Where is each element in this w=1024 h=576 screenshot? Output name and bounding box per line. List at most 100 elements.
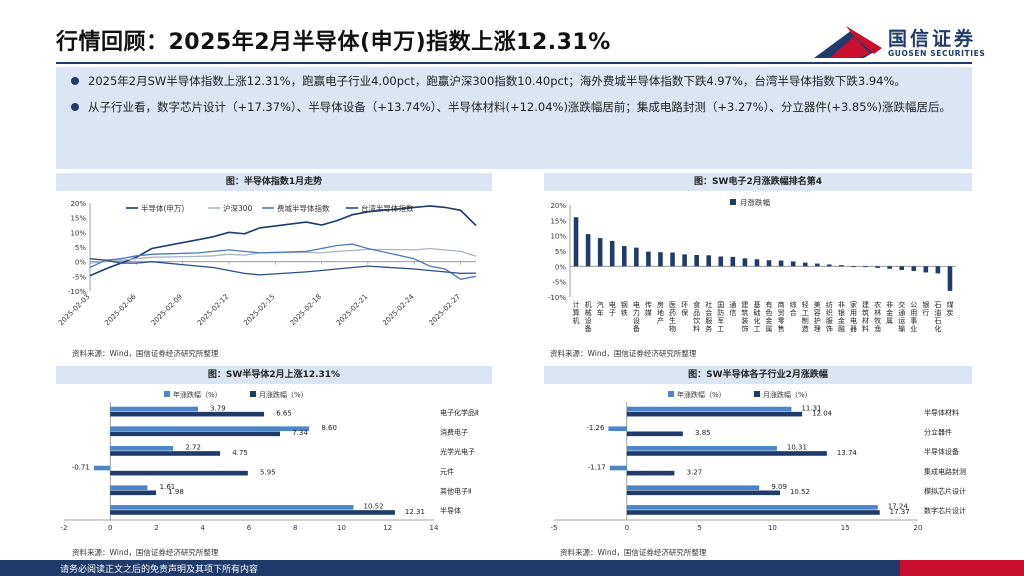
x-category-label: 钢铁 (621, 300, 628, 317)
x-tick-label: 2025-02-18 (289, 293, 323, 327)
x-category-label: 纺织服饰 (826, 300, 833, 333)
legend-label: 月涨跌幅 (740, 197, 770, 207)
data-label: 9.09 (771, 483, 787, 491)
bar (682, 254, 687, 267)
bar (911, 266, 917, 271)
summary-bullet-text: 从子行业看，数字芯片设计（+17.37%）、半导体设备（+13.74%）、半导体… (88, 100, 951, 114)
x-category-label: 建筑材料 (862, 300, 869, 333)
bar (694, 254, 699, 267)
bar (110, 406, 198, 412)
category-label: 模拟芯片设计 (924, 487, 966, 496)
bar (887, 266, 892, 269)
data-label: 5.95 (260, 468, 276, 476)
y-tick-label: 5% (555, 248, 566, 256)
data-label: 12.04 (812, 409, 833, 417)
y-tick-label: -5% (552, 279, 566, 287)
bar (626, 411, 803, 417)
legend-label: 年涨跌幅（%） (677, 390, 726, 399)
panel-title-sub-industry: 图：SW半导体各子行业2月涨跌幅 (544, 366, 972, 384)
category-label: 半导体材料 (924, 408, 959, 417)
x-category-label: 非银金融 (838, 300, 845, 333)
bar (923, 266, 929, 273)
bar (718, 256, 724, 267)
legend-label: 月涨跌幅（%） (259, 390, 308, 399)
bar (626, 406, 792, 412)
x-category-label: 家用电器 (850, 300, 857, 333)
bar (110, 485, 148, 490)
x-tick-label: 2025-02-06 (103, 292, 138, 327)
x-tick-label: 15 (841, 524, 850, 532)
bullet-dot-icon (71, 77, 79, 85)
bar (935, 266, 941, 274)
x-tick-label: 2 (154, 524, 158, 532)
data-label: 17.37 (890, 508, 910, 516)
bar (573, 217, 579, 267)
bar (706, 255, 712, 267)
data-label: 1.98 (168, 488, 184, 496)
y-tick-label: 15% (70, 215, 86, 223)
y-tick-label: 0% (555, 263, 566, 271)
x-tick-label: 2025-02-15 (242, 293, 276, 327)
legend-label: 月涨跌幅（%） (763, 390, 812, 399)
bar (110, 431, 280, 437)
bar (790, 261, 796, 267)
bar (585, 234, 591, 267)
legend-swatch (730, 199, 736, 205)
footer-accent (900, 560, 1024, 576)
bullet-dot-icon (71, 103, 79, 111)
logo-text-cn: 国信证券 (888, 28, 977, 50)
bar (110, 490, 157, 496)
bar (621, 246, 627, 267)
bar (608, 426, 627, 431)
bar (754, 259, 760, 267)
bar (778, 260, 784, 267)
category-label: 元件 (440, 467, 454, 476)
bar (609, 240, 615, 267)
bar (766, 260, 772, 267)
bar (730, 256, 736, 267)
bar (110, 470, 248, 476)
bar (93, 465, 111, 471)
data-label: 2.72 (185, 444, 201, 452)
x-tick-label: -5 (551, 524, 558, 532)
x-tick-label: 8 (293, 524, 297, 532)
data-label: 7.34 (292, 429, 308, 437)
data-label: 17.24 (888, 503, 909, 511)
data-label: 1.61 (160, 483, 176, 491)
x-category-label: 电力设备 (633, 300, 640, 333)
x-category-label: 通信 (729, 300, 736, 317)
bar (110, 411, 265, 417)
x-tick-label: 20 (914, 524, 923, 532)
panel-title-ranking: 图：SW电子2月涨跌幅排名第4 (544, 173, 972, 191)
legend-label: 沪深300 (223, 203, 253, 213)
summary-bullet: 从子行业看，数字芯片设计（+17.37%）、半导体设备（+13.74%）、半导体… (66, 98, 962, 117)
data-label: 3.79 (210, 404, 226, 412)
x-tick-label: 6 (247, 524, 252, 532)
bar (626, 446, 777, 451)
bar (899, 266, 905, 271)
legend-label: 台湾半导体指数 (361, 203, 414, 213)
panel-title-sw-semi: 图：SW半导体2月上涨12.31% (56, 366, 492, 384)
source-note: 资料来源：Wind，国信证券经济研究所整理 (550, 349, 697, 358)
data-label: -1.17 (588, 463, 606, 471)
source-note: 资料来源：Wind，国信证券经济研究所整理 (560, 548, 707, 557)
x-category-label: 电子 (609, 300, 616, 317)
y-tick-label: 10% (550, 233, 566, 241)
y-tick-label: 0% (75, 259, 86, 267)
x-category-label: 非金属 (886, 300, 893, 325)
x-category-label: 食品饮料 (693, 300, 700, 333)
bar (947, 266, 953, 291)
bar (626, 451, 827, 456)
x-tick-label: 2025-02-03 (57, 293, 91, 327)
bar (626, 470, 675, 476)
series-line (89, 258, 477, 276)
x-tick-label: 2025-02-09 (150, 293, 184, 327)
summary-box: 2025年2月SW半导体指数上涨12.31%，跑赢电子行业4.00pct，跑赢沪… (56, 67, 972, 169)
category-label: 其他电子Ⅱ (440, 487, 471, 496)
x-tick-label: 2025-02-27 (428, 293, 462, 327)
sw-semi-bar-chart: -2 0 2 4 6 8 10 12 14 电子化学品Ⅱ 3.79 6.65 消费电子 8.60 7.34 光… (61, 390, 479, 532)
data-label: 13.74 (837, 449, 858, 457)
x-category-label: 环保 (681, 301, 688, 317)
category-label: 集成电路封测 (924, 467, 966, 476)
category-label: 光学光电子 (440, 447, 475, 456)
